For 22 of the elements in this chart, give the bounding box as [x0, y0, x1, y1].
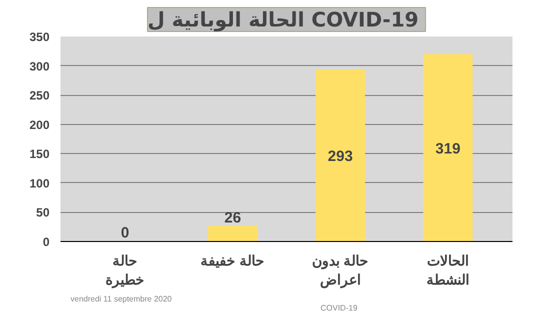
y-tick-label: 300	[29, 59, 50, 74]
y-tick-label: 350	[29, 30, 50, 44]
x-tick-label: حالة خفيفة	[200, 252, 265, 268]
y-tick-label: 150	[29, 147, 50, 162]
text: COVID-19	[320, 304, 358, 311]
x-tick-label: حالة خطيرة	[106, 252, 145, 289]
data-label: 293	[328, 148, 353, 166]
chart-title: الحالة الوبائية ل COVID-19	[147, 8, 419, 32]
y-tick-label: 250	[29, 88, 50, 103]
data-label: 26	[224, 209, 242, 226]
y-tick-label: 50	[36, 206, 50, 220]
text: vendredi 11 septembre 2020	[70, 294, 172, 304]
y-tick-label: 100	[29, 176, 50, 190]
x-tick-label: حالة بدون اعراض	[312, 252, 369, 289]
y-tick-label: 0	[42, 235, 50, 249]
bar	[316, 69, 366, 242]
data-label: 0	[120, 224, 130, 242]
x-tick-label: الحالات النشطة	[426, 252, 470, 288]
y-tick-label: 200	[29, 118, 50, 132]
data-label: 319	[435, 140, 460, 158]
bar	[423, 54, 473, 242]
bar	[208, 226, 258, 242]
